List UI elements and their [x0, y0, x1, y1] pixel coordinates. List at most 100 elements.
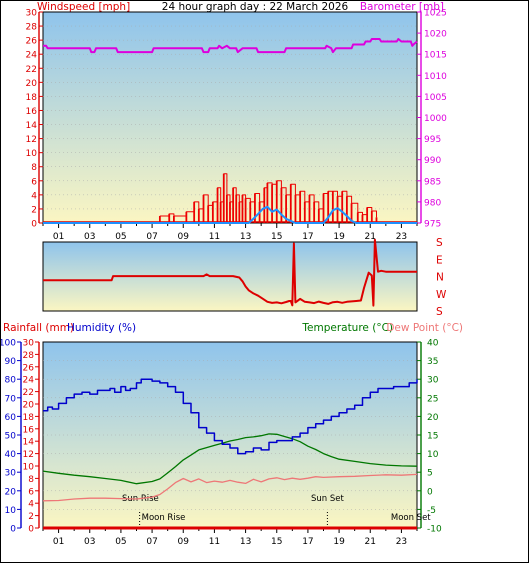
direction-label: S [436, 306, 443, 318]
hour-tick-label: 07 [146, 232, 157, 242]
wind-axis-tick-label: 6 [31, 177, 37, 187]
humidity-axis-tick-label: 40 [5, 450, 17, 460]
barometer-line [43, 38, 418, 54]
wind-axis-tick-label: 14 [26, 121, 38, 131]
wind-axis-tick-label: 8 [31, 163, 37, 173]
wind-direction-line [43, 238, 417, 307]
barometer-axis-tick-label: 1000 [424, 114, 447, 124]
barometer-axis-tick-label: 1020 [424, 30, 447, 40]
rainfall-axis-tick-label: 10 [23, 463, 35, 473]
rainfall-axis-tick-label: 14 [23, 438, 35, 448]
rainfall-axis-tick-label: 16 [23, 425, 35, 435]
temperature-axis-tick-label: 10 [427, 450, 439, 460]
hour-tick-label: 15 [271, 537, 282, 547]
wind-axis-tick-label: 20 [26, 79, 38, 89]
barometer-axis-tick-label: 980 [424, 198, 441, 208]
temperature-line [42, 433, 418, 485]
rainfall-axis-tick-label: 6 [28, 487, 34, 497]
direction-label: N [436, 272, 444, 284]
rainfall-axis-tick-label: 18 [23, 413, 35, 423]
hour-tick-label: 23 [396, 232, 407, 242]
barometer-axis-tick-label: 985 [424, 177, 441, 187]
hour-tick-label: 21 [365, 232, 376, 242]
temperature-axis-tick-label: 30 [427, 376, 439, 386]
wind-axis-tick-label: 30 [26, 9, 38, 19]
hour-tick-label: 01 [53, 232, 64, 242]
hour-tick-label: 11 [209, 232, 220, 242]
humidity-axis-tick-label: 50 [5, 432, 17, 442]
hour-tick-label: 09 [178, 232, 190, 242]
hour-tick-label: 01 [53, 537, 64, 547]
hour-tick-label: 17 [302, 232, 313, 242]
hour-tick-label: 09 [178, 537, 190, 547]
wind-axis-tick-label: 10 [26, 149, 38, 159]
temperature-axis-tick-label: 40 [427, 339, 439, 349]
humidity-axis-tick-label: 20 [5, 487, 17, 497]
barometer-axis-tick-label: 990 [424, 156, 441, 166]
wind-axis-tick-label: 4 [31, 191, 37, 201]
wind-axis-tick-label: 26 [26, 37, 38, 47]
rainfall-axis-tick-label: 20 [23, 401, 35, 411]
moon-rise-label: Moon Rise [142, 513, 186, 523]
temperature-axis-tick-label: -10 [427, 525, 442, 535]
hour-tick-label: 15 [271, 232, 282, 242]
rainfall-axis-tick-label: 4 [28, 500, 34, 510]
barometer-axis-tick-label: 995 [424, 135, 441, 145]
rainfall-axis-tick-label: 0 [28, 525, 34, 535]
humidity-axis-tick-label: 0 [10, 525, 16, 535]
barometer-axis-tick-label: 975 [424, 220, 441, 230]
wind-axis-tick-label: 18 [26, 93, 38, 103]
humidity-axis-tick-label: 90 [5, 357, 17, 367]
barometer-axis-tick-label: 1010 [424, 72, 447, 82]
direction-label: S [436, 237, 443, 249]
humidity-axis-tick-label: 30 [5, 469, 17, 479]
hour-tick-label: 07 [146, 537, 157, 547]
hour-tick-label: 17 [302, 537, 313, 547]
temperature-axis-tick-label: 5 [427, 469, 433, 479]
wind-axis-tick-label: 0 [31, 220, 37, 230]
wind-average-line [43, 205, 417, 224]
hour-tick-label: 13 [240, 232, 251, 242]
humidity-axis-tick-label: 100 [1, 339, 16, 349]
sun-set-label: Sun Set [311, 494, 344, 504]
temperature-axis-tick-label: 0 [427, 487, 433, 497]
temperature-axis-title: Temperature (°C) [301, 322, 393, 334]
temperature-humidity-plot-area [42, 341, 418, 529]
barometer-axis-title: Barometer [mb] [360, 1, 444, 13]
hour-tick-label: 11 [209, 537, 220, 547]
hour-tick-label: 05 [115, 537, 126, 547]
rainfall-axis-tick-label: 28 [23, 351, 35, 361]
humidity-line [43, 378, 418, 455]
humidity-axis-tick-label: 60 [5, 413, 17, 423]
wind-axis-tick-label: 24 [26, 51, 38, 61]
barometer-axis-tick-label: 1025 [424, 9, 447, 19]
wind-axis-tick-label: 22 [26, 65, 37, 75]
hour-tick-label: 03 [84, 537, 95, 547]
rainfall-axis-tick-label: 26 [23, 363, 35, 373]
chart-title: 24 hour graph day : 22 March 2026 [162, 1, 349, 13]
rainfall-axis-tick-label: 30 [23, 339, 35, 349]
humidity-axis-tick-label: 70 [5, 394, 17, 404]
wind-axis-tick-label: 28 [26, 23, 38, 33]
temperature-axis-tick-label: -5 [427, 506, 436, 516]
temperature-axis-tick-label: 35 [427, 357, 438, 367]
hour-tick-label: 19 [333, 232, 345, 242]
hour-tick-label: 05 [115, 232, 126, 242]
hour-tick-label: 03 [84, 232, 95, 242]
wind-gust-line [159, 173, 377, 218]
direction-label: W [436, 289, 447, 301]
humidity-axis-tick-label: 80 [5, 376, 17, 386]
barometer-axis-tick-label: 1015 [424, 51, 447, 61]
barometer-axis-tick-label: 1005 [424, 93, 447, 103]
dew-point-axis-title: Dew Point (°C) [386, 322, 463, 334]
hour-tick-label: 19 [333, 537, 345, 547]
rainfall-axis-tick-label: 2 [28, 512, 34, 522]
rainfall-axis-title: Rainfall (mm) [3, 322, 74, 334]
hour-tick-label: 23 [396, 537, 407, 547]
humidity-axis-tick-label: 10 [5, 506, 17, 516]
